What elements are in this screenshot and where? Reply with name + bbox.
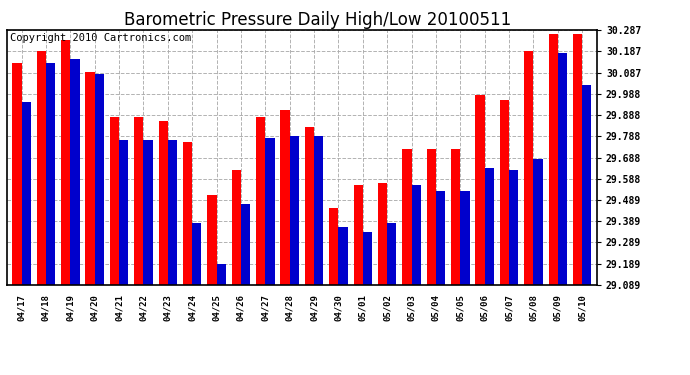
Bar — [533, 159, 543, 285]
Bar — [266, 138, 275, 285]
Bar — [207, 195, 217, 285]
Bar — [217, 264, 226, 285]
Bar — [193, 223, 201, 285]
Bar — [524, 51, 533, 285]
Bar — [134, 117, 144, 285]
Bar — [168, 140, 177, 285]
Bar — [159, 121, 168, 285]
Bar — [500, 100, 509, 285]
Bar — [232, 170, 241, 285]
Bar — [241, 204, 250, 285]
Bar — [387, 223, 397, 285]
Bar — [402, 148, 411, 285]
Text: Barometric Pressure Daily High/Low 20100511: Barometric Pressure Daily High/Low 20100… — [124, 11, 511, 29]
Bar — [475, 95, 484, 285]
Bar — [12, 63, 21, 285]
Bar — [484, 168, 494, 285]
Bar — [256, 117, 266, 285]
Bar — [411, 185, 421, 285]
Bar — [460, 191, 470, 285]
Bar — [290, 136, 299, 285]
Bar — [305, 127, 314, 285]
Bar — [70, 59, 79, 285]
Bar — [549, 34, 558, 285]
Bar — [363, 232, 372, 285]
Bar — [353, 185, 363, 285]
Bar — [280, 110, 290, 285]
Bar — [573, 34, 582, 285]
Bar — [144, 140, 152, 285]
Bar — [509, 170, 518, 285]
Bar — [582, 85, 591, 285]
Bar — [558, 53, 567, 285]
Bar — [95, 74, 104, 285]
Bar — [46, 63, 55, 285]
Bar — [451, 148, 460, 285]
Bar — [183, 142, 193, 285]
Bar — [86, 72, 95, 285]
Text: Copyright 2010 Cartronics.com: Copyright 2010 Cartronics.com — [10, 33, 191, 42]
Bar — [61, 40, 70, 285]
Bar — [329, 208, 338, 285]
Bar — [37, 51, 46, 285]
Bar — [314, 136, 324, 285]
Bar — [21, 102, 31, 285]
Bar — [338, 227, 348, 285]
Bar — [110, 117, 119, 285]
Bar — [426, 148, 436, 285]
Bar — [119, 140, 128, 285]
Bar — [436, 191, 445, 285]
Bar — [378, 183, 387, 285]
